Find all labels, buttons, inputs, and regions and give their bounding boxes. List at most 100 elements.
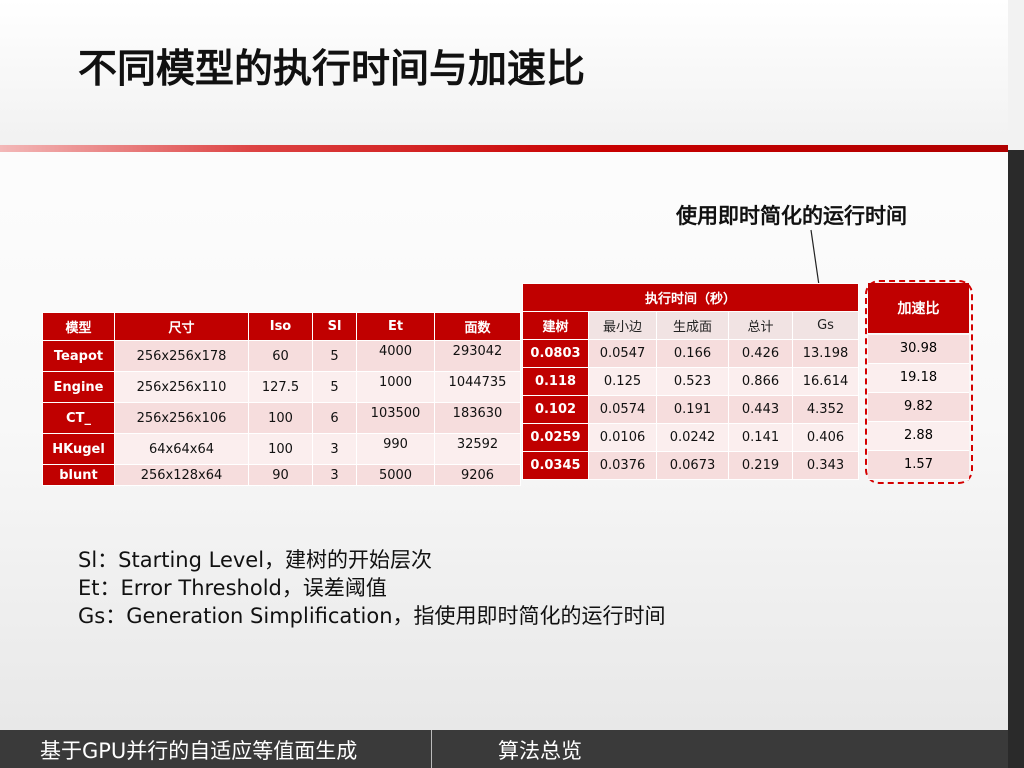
model-name: Teapot <box>42 340 115 372</box>
build-tree-cell: 0.0345 <box>522 451 589 480</box>
table-cell: 6 <box>312 402 357 434</box>
speedup-column: 30.98 19.18 9.82 2.88 1.57 <box>868 335 969 480</box>
speedup-header: 加速比 <box>868 283 969 333</box>
build-tree-cell: 0.0259 <box>522 423 589 452</box>
table-cell: 293042 <box>434 340 521 372</box>
footer-title: 基于GPU并行的自适应等值面生成 <box>40 739 358 763</box>
build-tree-cell: 0.118 <box>522 367 589 396</box>
table-cell: 16.614 <box>792 367 859 396</box>
speedup-value: 1.57 <box>868 451 969 480</box>
table-cell: 990 <box>356 433 435 465</box>
table-row: 0.0259 0.0106 0.0242 0.141 0.406 <box>522 423 859 452</box>
table-cell: 0.219 <box>728 451 793 480</box>
speedup-value: 30.98 <box>868 335 969 364</box>
table-cell: 5000 <box>356 464 435 486</box>
table-cell: 4000 <box>356 340 435 372</box>
slide-header: 不同模型的执行时间与加速比 <box>0 0 1008 148</box>
table-cell: 0.0574 <box>588 395 657 424</box>
execution-time-table: 执行时间（秒） 建树 最小边 生成面 总计 Gs 0.0803 0.0547 0… <box>522 283 859 480</box>
table-cell: 256x128x64 <box>114 464 249 486</box>
table-cell: 183630 <box>434 402 521 434</box>
note-et: Et：Error Threshold，误差阈值 <box>78 576 387 600</box>
col-header-gen-faces: 生成面 <box>656 311 729 340</box>
header-divider <box>0 145 1008 152</box>
speedup-highlight-box <box>865 280 973 484</box>
table-cell: 3 <box>312 433 357 465</box>
table-cell: 0.191 <box>656 395 729 424</box>
legend-notes: Sl：Starting Level，建树的开始层次 Et：Error Thres… <box>78 546 666 630</box>
build-tree-cell: 0.0803 <box>522 339 589 368</box>
table-cell: 127.5 <box>248 371 313 403</box>
col-header-size: 尺寸 <box>114 312 249 341</box>
table-cell: 0.0106 <box>588 423 657 452</box>
col-header-total: 总计 <box>728 311 793 340</box>
table-group-header-row: 执行时间（秒） <box>522 283 859 312</box>
table-header-row: 模型 尺寸 Iso Sl Et 面数 <box>42 312 521 341</box>
col-header-build-tree: 建树 <box>522 311 589 340</box>
table-cell: 0.866 <box>728 367 793 396</box>
model-name: Engine <box>42 371 115 403</box>
table-cell: 0.0376 <box>588 451 657 480</box>
col-header-model: 模型 <box>42 312 115 341</box>
table-cell: 0.406 <box>792 423 859 452</box>
right-edge-bar <box>1008 0 1024 768</box>
table-cell: 1000 <box>356 371 435 403</box>
annotation-callout: 使用即时简化的运行时间 <box>676 204 907 228</box>
table-cell: 0.166 <box>656 339 729 368</box>
table-cell: 4.352 <box>792 395 859 424</box>
table-cell: 0.523 <box>656 367 729 396</box>
note-gs: Gs：Generation Simplification，指使用即时简化的运行时… <box>78 604 666 628</box>
table-cell: 1044735 <box>434 371 521 403</box>
col-header-faces: 面数 <box>434 312 521 341</box>
model-name: blunt <box>42 464 115 486</box>
table-cell: 100 <box>248 433 313 465</box>
table-cell: 5 <box>312 371 357 403</box>
table-cell: 0.0242 <box>656 423 729 452</box>
table-row: 0.0345 0.0376 0.0673 0.219 0.343 <box>522 451 859 480</box>
table-cell: 256x256x110 <box>114 371 249 403</box>
col-header-iso: Iso <box>248 312 313 341</box>
model-name: HKugel <box>42 433 115 465</box>
speedup-value: 9.82 <box>868 393 969 422</box>
table-cell: 256x256x178 <box>114 340 249 372</box>
slide-title: 不同模型的执行时间与加速比 <box>78 47 586 92</box>
table-row: 0.102 0.0574 0.191 0.443 4.352 <box>522 395 859 424</box>
table-cell: 90 <box>248 464 313 486</box>
col-header-gs: Gs <box>792 311 859 340</box>
table-row: blunt 256x128x64 90 3 5000 9206 <box>42 464 521 486</box>
build-tree-cell: 0.102 <box>522 395 589 424</box>
table-cell: 60 <box>248 340 313 372</box>
execution-time-group-header: 执行时间（秒） <box>522 283 859 312</box>
table-row: Teapot 256x256x178 60 5 4000 293042 <box>42 340 521 372</box>
model-name: CT_ <box>42 402 115 434</box>
right-edge-bar-top <box>1008 0 1024 150</box>
table-row: HKugel 64x64x64 100 3 990 32592 <box>42 433 521 465</box>
table-cell: 0.0673 <box>656 451 729 480</box>
table-cell: 103500 <box>356 402 435 434</box>
table-cell: 9206 <box>434 464 521 486</box>
model-info-table: 模型 尺寸 Iso Sl Et 面数 Teapot 256x256x178 60… <box>42 312 521 486</box>
slide: 不同模型的执行时间与加速比 使用即时简化的运行时间 模型 尺寸 Iso Sl E… <box>0 0 1008 630</box>
table-cell: 5 <box>312 340 357 372</box>
speedup-value: 19.18 <box>868 364 969 393</box>
table-row: 0.0803 0.0547 0.166 0.426 13.198 <box>522 339 859 368</box>
footer-divider <box>431 730 432 768</box>
footer-section: 算法总览 <box>498 739 582 763</box>
table-cell: 0.343 <box>792 451 859 480</box>
table-cell: 256x256x106 <box>114 402 249 434</box>
table-cell: 32592 <box>434 433 521 465</box>
table-row: Engine 256x256x110 127.5 5 1000 1044735 <box>42 371 521 403</box>
table-cell: 13.198 <box>792 339 859 368</box>
table-cell: 100 <box>248 402 313 434</box>
col-header-sl: Sl <box>312 312 357 341</box>
table-row: CT_ 256x256x106 100 6 103500 183630 <box>42 402 521 434</box>
note-sl: Sl：Starting Level，建树的开始层次 <box>78 548 433 572</box>
slide-footer: 基于GPU并行的自适应等值面生成 算法总览 <box>0 730 1008 768</box>
table-cell: 0.141 <box>728 423 793 452</box>
speedup-value: 2.88 <box>868 422 969 451</box>
table-cell: 0.125 <box>588 367 657 396</box>
table-header-row: 建树 最小边 生成面 总计 Gs <box>522 311 859 340</box>
table-cell: 3 <box>312 464 357 486</box>
table-cell: 0.426 <box>728 339 793 368</box>
col-header-min-edge: 最小边 <box>588 311 657 340</box>
